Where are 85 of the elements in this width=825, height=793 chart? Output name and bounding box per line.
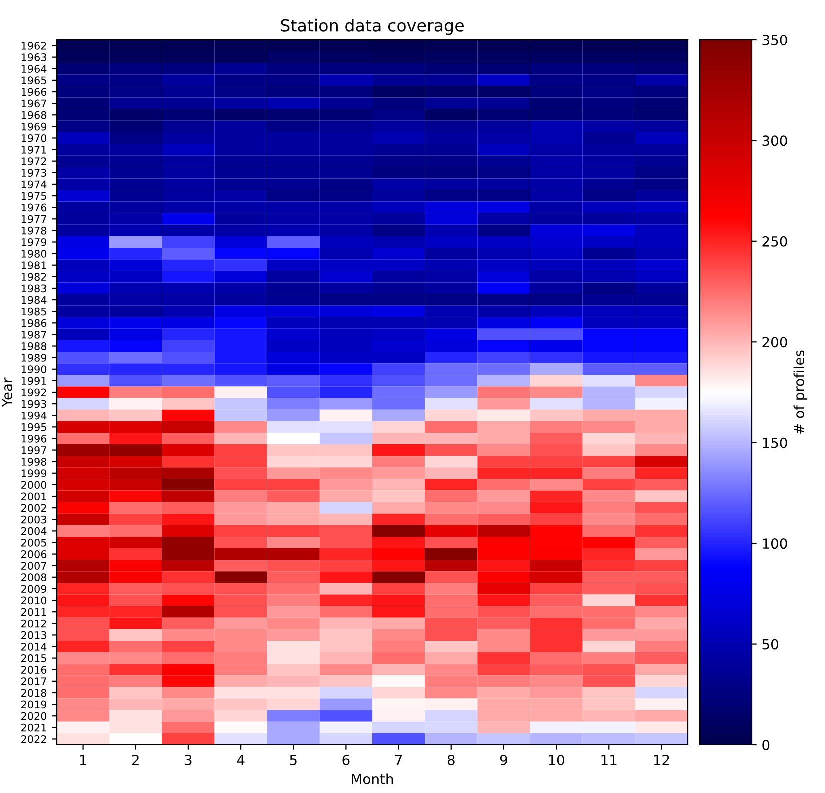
x-tick-label: 3 bbox=[185, 754, 192, 766]
y-tick-label: 1968 bbox=[22, 111, 47, 120]
y-tick-label: 2020 bbox=[22, 712, 47, 720]
y-tick-label: 1986 bbox=[22, 319, 47, 328]
x-tick-label: 4 bbox=[237, 755, 245, 766]
x-tick-label: 6 bbox=[342, 754, 350, 766]
y-tick-label: 1964 bbox=[22, 65, 47, 73]
color-bar-label: 300 bbox=[762, 136, 788, 146]
y-tick-label: 2015 bbox=[22, 654, 46, 662]
y-tick-label: 1977 bbox=[22, 215, 46, 224]
y-tick-label: 1993 bbox=[22, 400, 46, 408]
x-tick-label: 10 bbox=[549, 754, 564, 766]
y-tick-label: 1967 bbox=[22, 100, 46, 108]
x-axis-title: Month bbox=[352, 774, 394, 784]
y-tick-label: 1996 bbox=[22, 434, 47, 443]
y-tick-label: 1992 bbox=[22, 388, 46, 397]
y-tick-label: 1995 bbox=[22, 423, 46, 432]
y-tick-label: 1966 bbox=[22, 88, 47, 96]
y-tick-label: 2002 bbox=[22, 504, 46, 512]
y-tick-label: 1979 bbox=[22, 238, 47, 246]
y-tick-label: 2009 bbox=[22, 585, 47, 594]
y-tick-label: 2003 bbox=[22, 516, 46, 524]
y-tick-label: 1985 bbox=[22, 308, 46, 316]
y-tick-label: 1975 bbox=[22, 192, 46, 200]
y-axis-title: Year bbox=[2, 378, 13, 408]
y-tick-label: 1988 bbox=[22, 342, 47, 350]
y-tick-label: 1987 bbox=[22, 330, 46, 339]
chart-title: Station data coverage bbox=[281, 19, 464, 36]
y-tick-label: 1984 bbox=[22, 296, 47, 304]
y-tick-label: 2021 bbox=[22, 724, 46, 732]
color-bar-label: 350 bbox=[762, 34, 788, 46]
y-tick-label: 2010 bbox=[22, 596, 47, 605]
y-tick-label: 1963 bbox=[22, 54, 46, 62]
y-tick-label: 2005 bbox=[22, 538, 46, 547]
color-bar-label: 50 bbox=[762, 639, 778, 650]
y-tick-label: 2016 bbox=[22, 666, 47, 674]
y-tick-label: 2001 bbox=[22, 492, 46, 501]
y-tick-label: 2012 bbox=[22, 620, 46, 628]
x-tick-label: 2 bbox=[132, 754, 139, 766]
y-tick-label: 2008 bbox=[22, 574, 47, 582]
y-tick-label: 2014 bbox=[22, 642, 47, 651]
x-tick-label: 12 bbox=[654, 754, 670, 766]
y-tick-label: 1991 bbox=[22, 377, 46, 386]
y-tick-label: 2011 bbox=[22, 608, 46, 616]
y-tick-label: 1989 bbox=[22, 354, 47, 362]
y-tick-label: 1976 bbox=[22, 204, 47, 212]
y-tick-label: 2007 bbox=[22, 562, 46, 570]
y-tick-label: 2022 bbox=[22, 735, 46, 744]
y-tick-label: 2013 bbox=[22, 631, 46, 640]
y-tick-label: 1972 bbox=[22, 158, 46, 166]
y-tick-label: 1978 bbox=[22, 226, 47, 235]
x-tick-label: 1 bbox=[80, 755, 86, 766]
y-tick-label: 2018 bbox=[22, 689, 47, 698]
y-tick-label: 2017 bbox=[22, 678, 46, 686]
y-tick-label: 1982 bbox=[22, 273, 46, 282]
color-bar-label: 0 bbox=[762, 740, 770, 750]
y-tick-label: 1990 bbox=[22, 366, 47, 374]
y-tick-label: 1971 bbox=[22, 146, 46, 154]
y-tick-label: 2006 bbox=[22, 550, 47, 558]
y-tick-label: 1962 bbox=[22, 42, 46, 50]
y-tick-label: 1965 bbox=[22, 76, 46, 85]
y-tick-label: 1969 bbox=[22, 122, 47, 131]
y-tick-label: 1973 bbox=[22, 169, 46, 178]
color-bar-label: 100 bbox=[763, 538, 788, 550]
x-tick-label: 5 bbox=[290, 755, 297, 766]
y-tick-label: 1974 bbox=[22, 180, 47, 189]
y-tick-label: 1981 bbox=[22, 262, 46, 270]
x-tick-label: 9 bbox=[500, 754, 508, 766]
color-bar-label: 150 bbox=[763, 438, 788, 448]
y-tick-label: 1999 bbox=[22, 470, 47, 478]
y-tick-label: 1997 bbox=[22, 446, 46, 454]
y-tick-label: 1970 bbox=[22, 134, 47, 142]
color-bar-label: 200 bbox=[762, 337, 788, 348]
y-tick-label: 2004 bbox=[22, 527, 47, 536]
y-tick-label: 2000 bbox=[22, 481, 47, 490]
x-tick-label: 8 bbox=[448, 754, 455, 766]
y-tick-label: 1994 bbox=[22, 412, 47, 420]
x-tick-label: 7 bbox=[396, 755, 402, 766]
color-bar-title: # of profiles bbox=[794, 350, 808, 434]
color-bar-label: 250 bbox=[762, 236, 788, 247]
x-tick-label: 11 bbox=[602, 755, 617, 766]
y-tick-label: 1980 bbox=[22, 250, 47, 258]
y-tick-label: 2019 bbox=[22, 700, 47, 709]
y-tick-label: 1998 bbox=[22, 458, 47, 466]
y-tick-label: 1983 bbox=[22, 284, 46, 293]
